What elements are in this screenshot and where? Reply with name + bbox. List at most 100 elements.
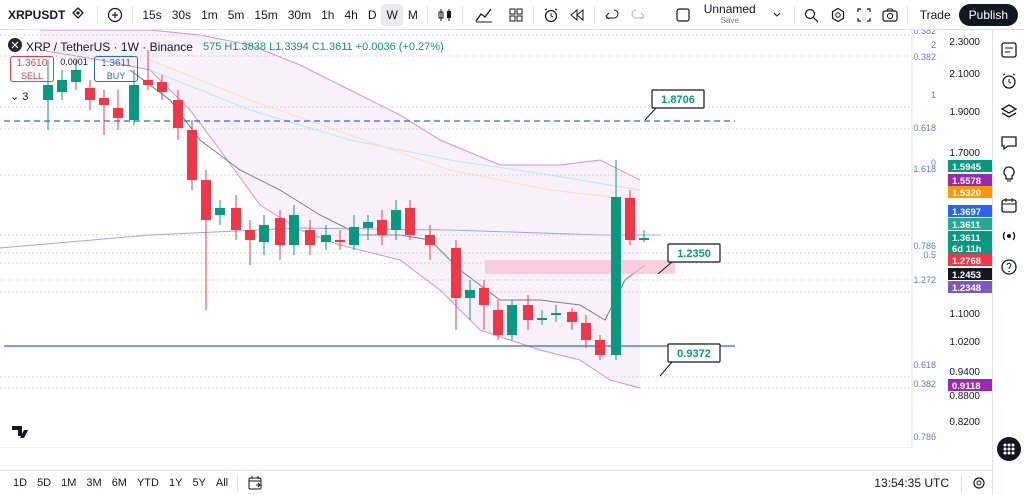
help-icon[interactable] bbox=[997, 255, 1021, 279]
candle-body[interactable] bbox=[113, 108, 123, 118]
candle-body[interactable] bbox=[43, 85, 53, 100]
sell-button[interactable]: 1.3610 SELL bbox=[10, 56, 54, 82]
apps-grid-icon[interactable] bbox=[996, 437, 1021, 461]
interval-M[interactable]: M bbox=[407, 7, 418, 22]
candle-body[interactable] bbox=[305, 230, 315, 245]
candle-body[interactable] bbox=[639, 238, 649, 240]
range-1y[interactable]: 1Y bbox=[168, 477, 183, 489]
candle-body[interactable] bbox=[157, 82, 167, 92]
candle-body[interactable] bbox=[611, 197, 621, 355]
templates-grid-icon[interactable] bbox=[503, 3, 529, 27]
candle-body[interactable] bbox=[321, 235, 331, 242]
candle-body[interactable] bbox=[507, 305, 517, 335]
candle-body[interactable] bbox=[493, 310, 503, 335]
chat-icon[interactable] bbox=[997, 131, 1021, 155]
candle-body[interactable] bbox=[425, 235, 435, 245]
candle-body[interactable] bbox=[201, 180, 211, 220]
utc-clock[interactable]: 13:54:35 UTC bbox=[874, 476, 949, 490]
interval-15m[interactable]: 15m bbox=[254, 7, 278, 22]
symbol-name[interactable]: XRPUSDT bbox=[8, 7, 66, 22]
range-all[interactable]: All bbox=[215, 477, 229, 489]
undo-icon[interactable] bbox=[599, 3, 625, 27]
candle-body[interactable] bbox=[551, 313, 561, 315]
chevron-down-icon[interactable] bbox=[764, 3, 790, 27]
candle-body[interactable] bbox=[129, 85, 139, 120]
symbol-search[interactable]: XRPUSDT bbox=[0, 0, 93, 30]
candle-body[interactable] bbox=[567, 312, 577, 322]
calendar-icon[interactable] bbox=[997, 193, 1021, 217]
candle-body[interactable] bbox=[523, 305, 533, 320]
range-1m[interactable]: 1M bbox=[61, 477, 77, 489]
candle-body[interactable] bbox=[57, 80, 67, 92]
watchlist-icon[interactable] bbox=[997, 38, 1021, 62]
indicators-icon[interactable] bbox=[471, 3, 497, 27]
range-ytd[interactable]: YTD bbox=[136, 477, 159, 489]
candle-body[interactable] bbox=[595, 340, 605, 355]
interval-4h[interactable]: 4h bbox=[344, 7, 358, 22]
callout-box[interactable] bbox=[651, 89, 705, 109]
candle-body[interactable] bbox=[275, 218, 285, 245]
ideas-bulb-icon[interactable] bbox=[997, 162, 1021, 186]
layers-icon[interactable] bbox=[997, 100, 1021, 124]
publish-button[interactable]: Publish bbox=[958, 3, 1018, 26]
signal-icon[interactable] bbox=[997, 224, 1021, 248]
candle-body[interactable] bbox=[451, 248, 461, 298]
buy-button[interactable]: 1.3611 BUY bbox=[94, 56, 138, 82]
candle-body[interactable] bbox=[349, 227, 359, 245]
candle-body[interactable] bbox=[335, 240, 345, 242]
interval-1m[interactable]: 1m bbox=[201, 7, 218, 22]
interval-5m[interactable]: 5m bbox=[227, 7, 245, 22]
candle-body[interactable] bbox=[391, 210, 401, 230]
settings-gear-icon[interactable] bbox=[825, 3, 851, 27]
range-5y[interactable]: 5Y bbox=[192, 477, 206, 489]
candle-body[interactable] bbox=[289, 215, 299, 245]
add-compare-icon[interactable] bbox=[102, 3, 128, 27]
candle-body[interactable] bbox=[625, 198, 635, 240]
candle-body[interactable] bbox=[71, 70, 81, 82]
candle-type-icon[interactable] bbox=[432, 3, 458, 27]
range-6m[interactable]: 6M bbox=[111, 477, 127, 489]
candle-body[interactable] bbox=[581, 323, 591, 340]
chart-settings-gear-icon[interactable] bbox=[966, 471, 992, 495]
candle-body[interactable] bbox=[215, 208, 225, 215]
candle-body[interactable] bbox=[479, 288, 489, 305]
range-3m[interactable]: 3M bbox=[86, 477, 102, 489]
candle-body[interactable] bbox=[245, 230, 255, 240]
goto-date-icon[interactable] bbox=[242, 471, 268, 495]
indicators-toggle[interactable]: ⌄ 3 bbox=[10, 90, 28, 103]
candle-body[interactable] bbox=[85, 88, 95, 100]
layout-checkbox-icon[interactable] bbox=[670, 3, 696, 27]
candle-body[interactable] bbox=[173, 100, 183, 128]
candle-body[interactable] bbox=[231, 208, 241, 230]
legend-title[interactable]: XRP / TetherUS · 1W · Binance bbox=[26, 39, 193, 54]
redo-icon[interactable] bbox=[625, 3, 651, 27]
interval-30m[interactable]: 30m bbox=[287, 7, 312, 22]
candle-body[interactable] bbox=[377, 220, 387, 235]
supply-zone[interactable] bbox=[485, 260, 675, 274]
candle-body[interactable] bbox=[465, 290, 475, 298]
candle-body[interactable] bbox=[363, 222, 373, 228]
quick-search-icon[interactable] bbox=[799, 3, 825, 27]
fullscreen-icon[interactable] bbox=[851, 3, 877, 27]
trade-button[interactable]: Trade bbox=[919, 7, 951, 22]
interval-15s[interactable]: 15s bbox=[142, 7, 162, 22]
candle-body[interactable] bbox=[143, 80, 153, 85]
alert-clock-icon[interactable] bbox=[538, 3, 564, 27]
interval-W[interactable]: W bbox=[381, 3, 403, 26]
interval-1h[interactable]: 1h bbox=[321, 7, 335, 22]
candle-body[interactable] bbox=[405, 208, 415, 235]
price-chart[interactable]: 1.8706 1.2350 0.9372 2.3000 2.1000 1.9000 1.70… bbox=[0, 30, 992, 448]
watchlist-diamond-icon[interactable] bbox=[71, 7, 85, 22]
candle-body[interactable] bbox=[537, 318, 547, 320]
candle-body[interactable] bbox=[99, 98, 109, 105]
candle-body[interactable] bbox=[259, 225, 269, 242]
candle-body[interactable] bbox=[187, 130, 197, 180]
interval-D[interactable]: D bbox=[367, 7, 377, 22]
interval-30s[interactable]: 30s bbox=[171, 7, 192, 22]
camera-icon[interactable] bbox=[877, 3, 903, 27]
range-5d[interactable]: 5D bbox=[37, 477, 52, 489]
callout-box[interactable] bbox=[667, 343, 721, 363]
alerts-clock-icon[interactable] bbox=[997, 69, 1021, 93]
range-1d[interactable]: 1D bbox=[13, 477, 28, 489]
replay-icon[interactable] bbox=[564, 3, 590, 27]
